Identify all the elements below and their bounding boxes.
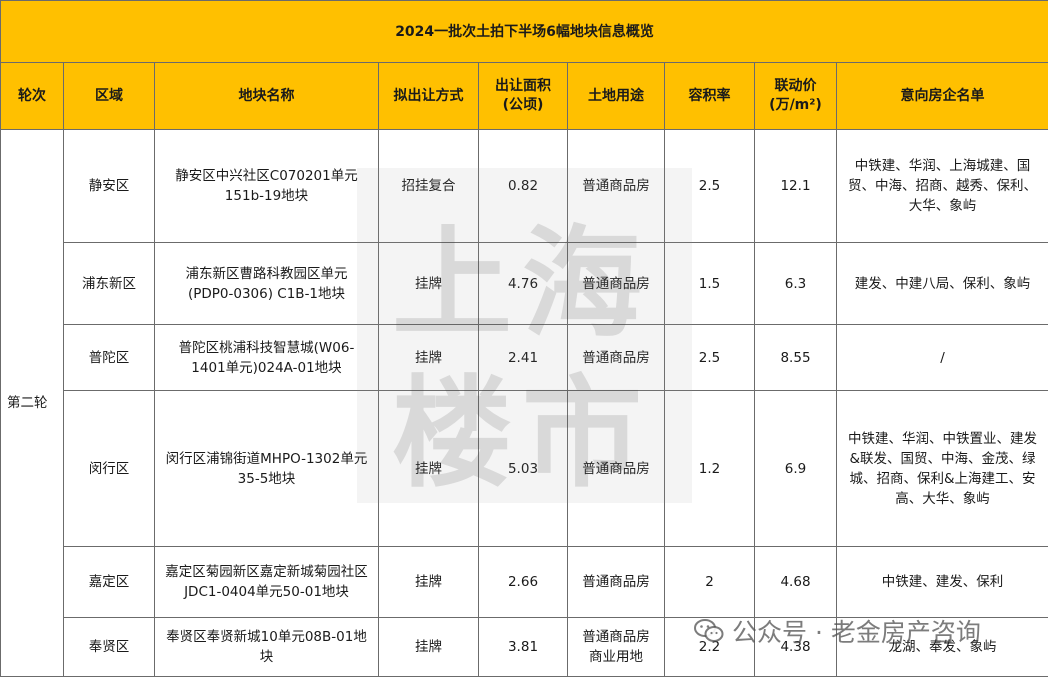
header-method: 拟出让方式 [379, 63, 479, 130]
land-use-cell: 普通商品房 [568, 130, 665, 243]
price-cell: 8.55 [755, 325, 837, 391]
region-cell: 普陀区 [64, 325, 155, 391]
region-cell: 奉贤区 [64, 618, 155, 677]
plot-name-cell: 普陀区桃浦科技智慧城(W06-1401单元)024A-01地块 [155, 325, 379, 391]
table-row: 奉贤区 奉贤区奉贤新城10单元08B-01地块 挂牌 3.81 普通商品房商业用… [1, 618, 1048, 677]
plot-name-cell: 嘉定区菊园新区嘉定新城菊园社区JDC1-0404单元50-01地块 [155, 547, 379, 618]
developers-cell: 建发、中建八局、保利、象屿 [837, 243, 1048, 325]
method-cell: 挂牌 [379, 391, 479, 547]
table-title: 2024一批次土拍下半场6幅地块信息概览 [1, 1, 1048, 63]
plot-name-cell: 闵行区浦锦街道MHPO-1302单元35-5地块 [155, 391, 379, 547]
far-cell: 2.5 [665, 325, 755, 391]
header-area: 出让面积 (公顷) [479, 63, 568, 130]
far-cell: 2.5 [665, 130, 755, 243]
developers-cell: 中铁建、建发、保利 [837, 547, 1048, 618]
far-cell: 2.2 [665, 618, 755, 677]
table-row: 普陀区 普陀区桃浦科技智慧城(W06-1401单元)024A-01地块 挂牌 2… [1, 325, 1048, 391]
header-far: 容积率 [665, 63, 755, 130]
table-row: 闵行区 闵行区浦锦街道MHPO-1302单元35-5地块 挂牌 5.03 普通商… [1, 391, 1048, 547]
plot-name-cell: 静安区中兴社区C070201单元151b-19地块 [155, 130, 379, 243]
plot-name-cell: 奉贤区奉贤新城10单元08B-01地块 [155, 618, 379, 677]
method-cell: 挂牌 [379, 547, 479, 618]
land-use-cell: 普通商品房商业用地 [568, 618, 665, 677]
far-cell: 2 [665, 547, 755, 618]
developers-cell: 中铁建、华润、上海城建、国贸、中海、招商、越秀、保利、大华、象屿 [837, 130, 1048, 243]
price-cell: 12.1 [755, 130, 837, 243]
developers-cell: 龙湖、奉发、象屿 [837, 618, 1048, 677]
land-use-cell: 普通商品房 [568, 391, 665, 547]
header-developers: 意向房企名单 [837, 63, 1048, 130]
plot-name-cell: 浦东新区曹路科教园区单元(PDP0-0306) C1B-1地块 [155, 243, 379, 325]
method-cell: 挂牌 [379, 325, 479, 391]
area-cell: 3.81 [479, 618, 568, 677]
price-cell: 6.9 [755, 391, 837, 547]
table-row: 嘉定区 嘉定区菊园新区嘉定新城菊园社区JDC1-0404单元50-01地块 挂牌… [1, 547, 1048, 618]
header-region: 区域 [64, 63, 155, 130]
area-cell: 4.76 [479, 243, 568, 325]
developers-cell: 中铁建、华润、中铁置业、建发&联发、国贸、中海、金茂、绿城、招商、保利&上海建工… [837, 391, 1048, 547]
far-cell: 1.2 [665, 391, 755, 547]
method-cell: 挂牌 [379, 243, 479, 325]
method-cell: 挂牌 [379, 618, 479, 677]
price-cell: 6.3 [755, 243, 837, 325]
price-cell: 4.38 [755, 618, 837, 677]
header-round: 轮次 [1, 63, 64, 130]
land-use-cell: 普通商品房 [568, 243, 665, 325]
region-cell: 浦东新区 [64, 243, 155, 325]
area-cell: 2.66 [479, 547, 568, 618]
table-row: 浦东新区 浦东新区曹路科教园区单元(PDP0-0306) C1B-1地块 挂牌 … [1, 243, 1048, 325]
area-cell: 5.03 [479, 391, 568, 547]
region-cell: 闵行区 [64, 391, 155, 547]
land-use-cell: 普通商品房 [568, 547, 665, 618]
round-cell: 第二轮 [1, 130, 64, 677]
developers-cell: / [837, 325, 1048, 391]
header-plot-name: 地块名称 [155, 63, 379, 130]
region-cell: 静安区 [64, 130, 155, 243]
area-cell: 0.82 [479, 130, 568, 243]
method-cell: 招挂复合 [379, 130, 479, 243]
header-land-use: 土地用途 [568, 63, 665, 130]
table-row: 第二轮 静安区 静安区中兴社区C070201单元151b-19地块 招挂复合 0… [1, 130, 1048, 243]
header-price: 联动价 (万/m²) [755, 63, 837, 130]
far-cell: 1.5 [665, 243, 755, 325]
land-use-cell: 普通商品房 [568, 325, 665, 391]
price-cell: 4.68 [755, 547, 837, 618]
area-cell: 2.41 [479, 325, 568, 391]
region-cell: 嘉定区 [64, 547, 155, 618]
